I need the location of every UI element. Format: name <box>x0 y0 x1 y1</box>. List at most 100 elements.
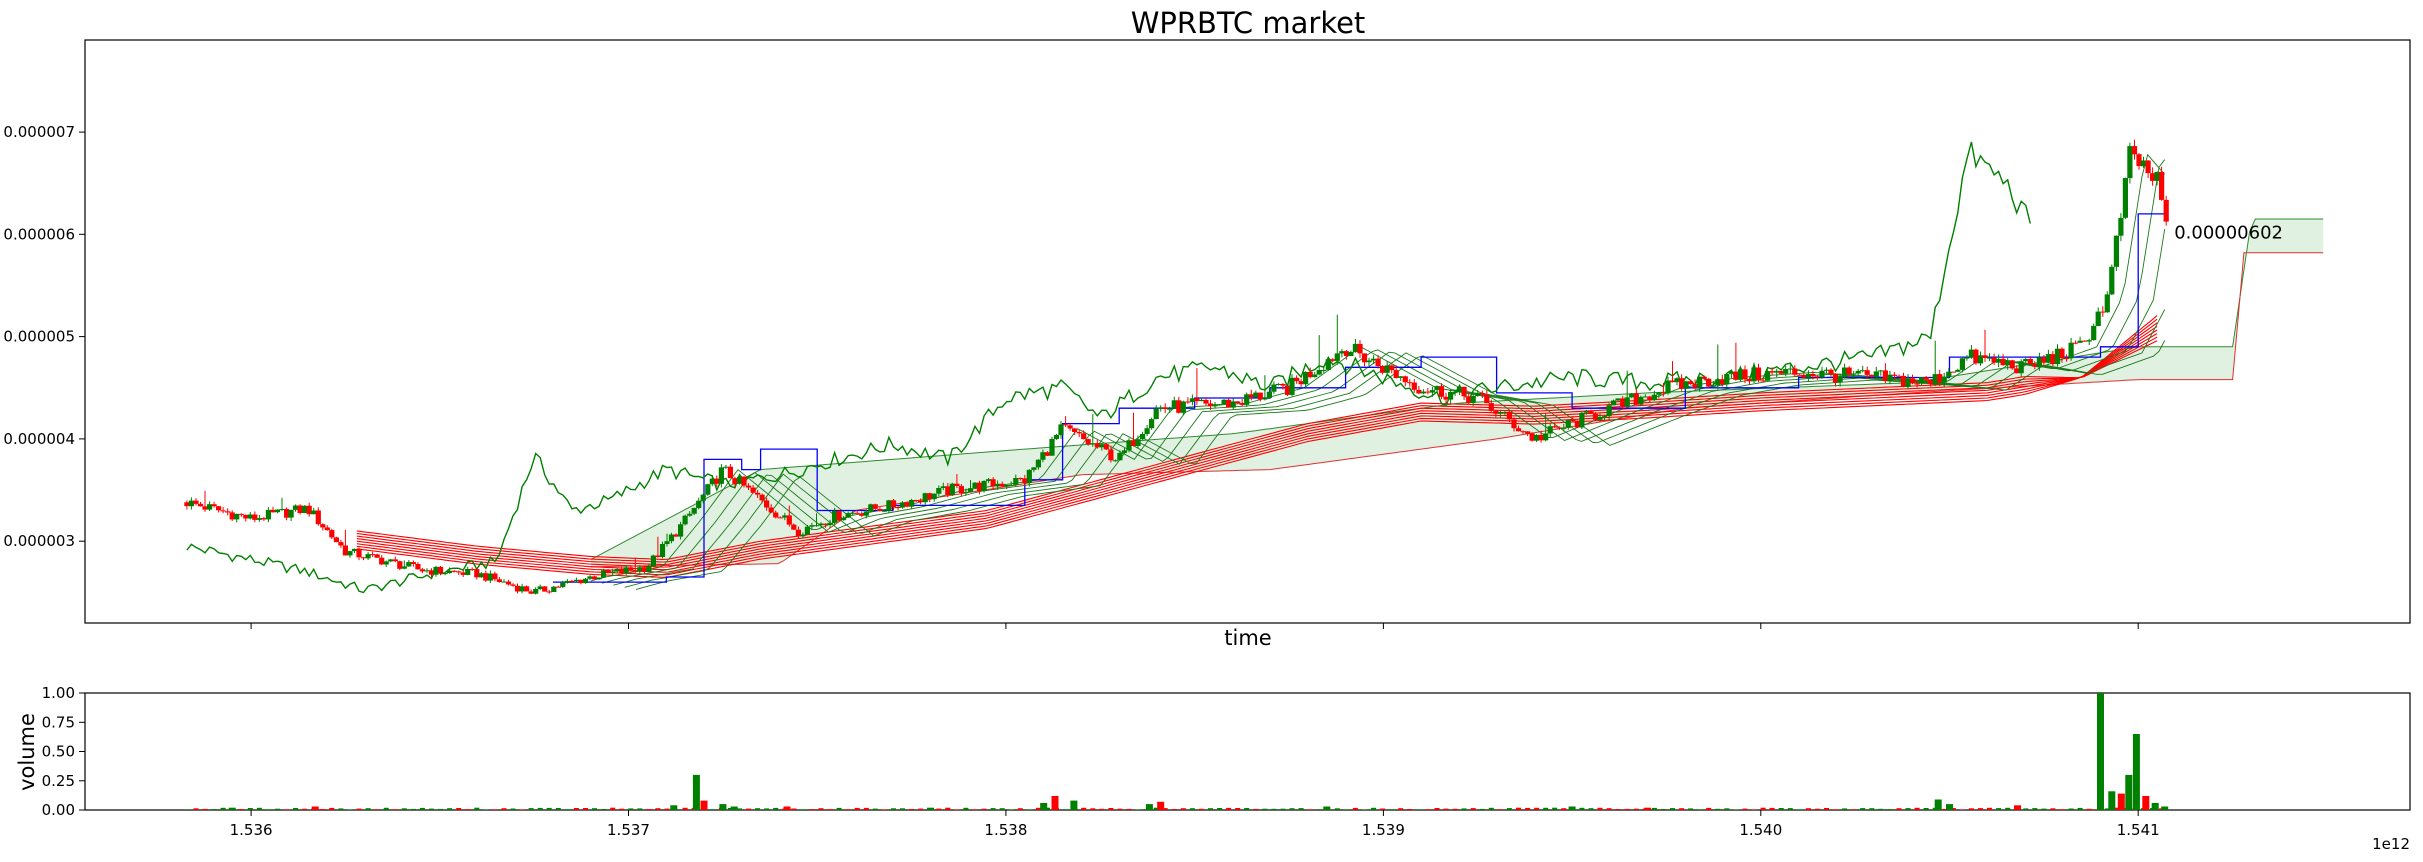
candle-body <box>202 506 208 510</box>
price-plot-frame <box>84 39 2411 624</box>
candle-body <box>383 561 389 565</box>
volume-bar <box>1108 808 1114 810</box>
volume-bar <box>1946 804 1953 810</box>
candle-body <box>614 568 620 572</box>
candle-body <box>1787 368 1793 370</box>
candle-body <box>1117 452 1123 461</box>
candle-body <box>1602 416 1608 418</box>
volume-bar <box>1479 808 1485 810</box>
volume-bar <box>1805 808 1811 810</box>
volume-bar <box>1543 807 1549 810</box>
volume-bar <box>2077 807 2083 810</box>
candle-body <box>428 570 435 575</box>
volume-bar <box>764 808 770 810</box>
candle-body <box>1846 367 1852 375</box>
candle-body <box>238 513 244 515</box>
volume-bar <box>809 809 815 810</box>
candle-body <box>1130 440 1137 446</box>
candle-body <box>619 568 625 573</box>
candle-body <box>1928 379 1934 384</box>
candle-body <box>678 524 684 537</box>
volume-bar <box>773 807 779 810</box>
volume-bar <box>637 808 643 810</box>
volume-bar <box>311 806 319 810</box>
candle-body <box>1932 374 1938 384</box>
volume-bar <box>1914 807 1920 810</box>
red-ma-line <box>356 325 2158 571</box>
volume-bar <box>1697 809 1703 810</box>
candle-body <box>868 504 874 512</box>
volume-bar <box>990 808 996 810</box>
candle-body <box>270 509 276 513</box>
volume-bar <box>2132 734 2140 810</box>
candle-body <box>2163 199 2169 222</box>
volume-bar <box>918 808 924 810</box>
volume-bar <box>474 807 480 810</box>
volume-bar <box>836 807 842 810</box>
volume-bar <box>1434 808 1440 810</box>
volume-bar <box>256 807 262 810</box>
candle-body <box>605 570 611 573</box>
candle-body <box>1710 385 1716 387</box>
volume-bar <box>927 807 934 810</box>
volume-bar <box>972 809 978 810</box>
volume-bar <box>438 808 443 810</box>
volume-bar <box>2113 807 2119 810</box>
candle-body <box>401 566 407 569</box>
candle-body <box>854 512 860 514</box>
candle-body <box>1588 411 1594 414</box>
candle-body <box>1226 399 1232 408</box>
candle-body <box>646 566 652 572</box>
candle-body <box>1964 357 1970 359</box>
candle-body <box>687 513 693 516</box>
candle-body <box>1706 378 1712 387</box>
volume-bar <box>1959 809 1965 810</box>
volume-y-tick-label: 0.00 <box>42 801 75 819</box>
volume-bar <box>247 808 253 810</box>
candle-body <box>736 476 743 484</box>
volume-bar <box>1316 809 1322 810</box>
candle-body <box>1769 371 1775 373</box>
volume-bar <box>302 808 308 810</box>
volume-bar <box>945 807 951 810</box>
volume-bar <box>1470 808 1476 810</box>
candle-body <box>850 512 856 514</box>
red-ma-line <box>356 336 2158 563</box>
candle-body <box>483 573 489 581</box>
volume-bar <box>1987 807 1992 810</box>
candle-body <box>1642 396 1648 398</box>
y-tick-label: 0.000006 <box>3 225 75 243</box>
candle-body <box>963 491 969 494</box>
candle-body <box>474 569 480 578</box>
volume-bar <box>401 808 407 810</box>
x-tick-label: 1.536 <box>230 821 273 839</box>
volume-bar <box>1099 808 1105 810</box>
candle-body <box>995 483 1001 487</box>
candle-body <box>1094 443 1100 448</box>
volume-bar <box>746 808 751 810</box>
candle-body <box>234 513 240 520</box>
volume-bar <box>1742 808 1748 810</box>
candle-body <box>1357 343 1363 354</box>
volume-bar <box>1352 807 1358 810</box>
volume-bar <box>1588 808 1594 810</box>
candle-body <box>1203 399 1209 404</box>
volume-bar <box>1724 808 1730 810</box>
candle-body <box>877 509 883 511</box>
candle-body <box>1167 408 1173 410</box>
candle-body <box>1325 359 1331 370</box>
candle-body <box>514 585 521 592</box>
candle-body <box>832 510 838 523</box>
volume-bar <box>670 805 678 810</box>
volume-bar <box>1760 807 1766 810</box>
candle-body <box>1103 444 1109 450</box>
candle-body <box>306 505 312 515</box>
volume-bar <box>727 808 733 810</box>
candle-body <box>1457 386 1463 392</box>
volume-bar <box>2023 808 2029 810</box>
candle-body <box>329 530 335 538</box>
volume-bar <box>1334 808 1340 810</box>
candle-body <box>1049 439 1055 456</box>
candle-body <box>2131 146 2138 155</box>
candle-body <box>1452 391 1458 393</box>
